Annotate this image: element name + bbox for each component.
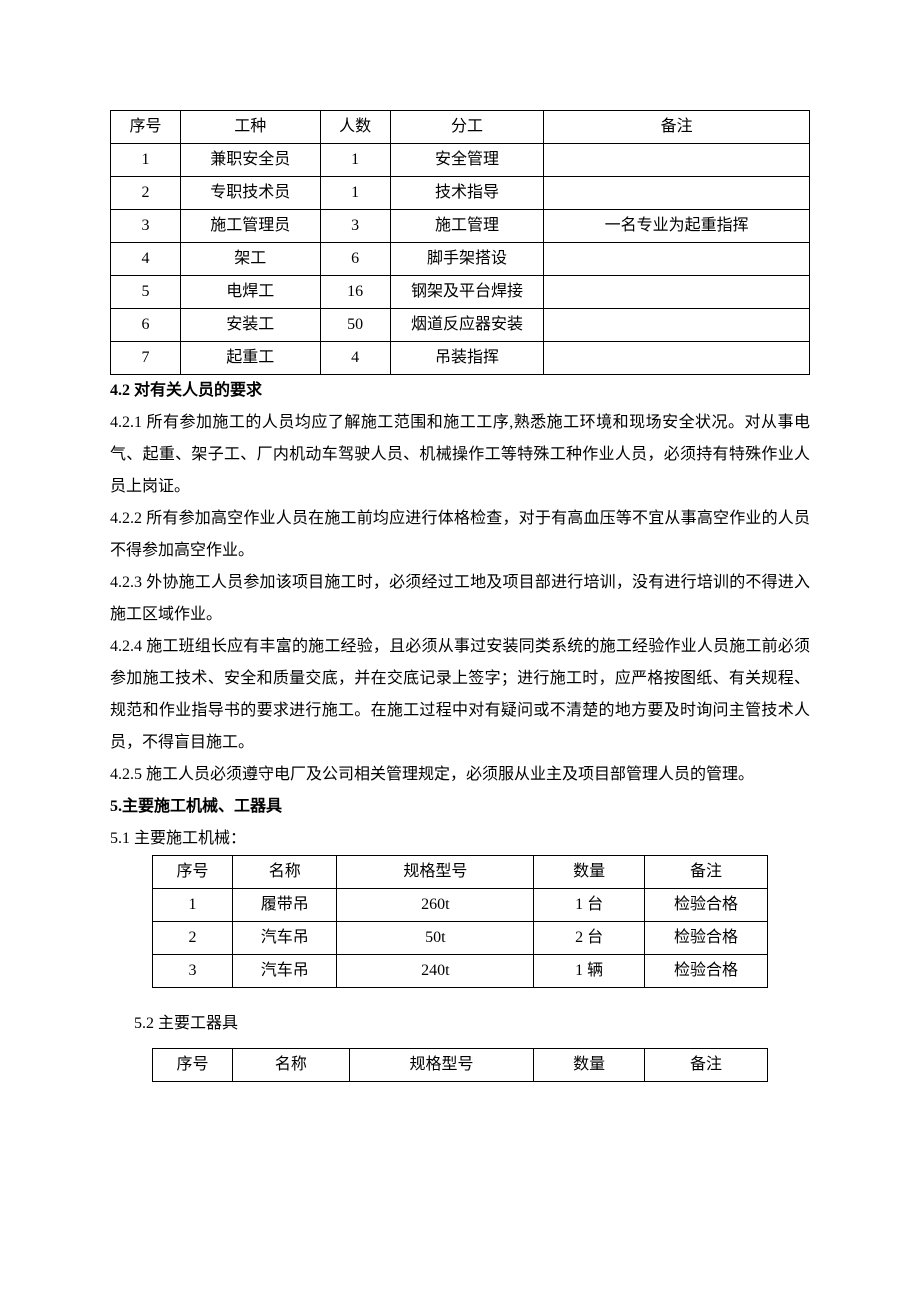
spacer: [110, 988, 810, 1008]
cell: 1: [153, 889, 233, 922]
col-header-qty: 数量: [534, 856, 645, 889]
table-row: 7 起重工 4 吊装指挥: [111, 342, 810, 375]
paragraph-4-2-2: 4.2.2 所有参加高空作业人员在施工前均应进行体格检查，对于有高血压等不宜从事…: [110, 503, 810, 567]
col-header-name: 名称: [232, 856, 337, 889]
cell: 4: [111, 243, 181, 276]
cell: 安装工: [180, 309, 320, 342]
cell: 检验合格: [644, 922, 767, 955]
cell: 钢架及平台焊接: [390, 276, 544, 309]
cell: [544, 144, 810, 177]
table-row: 序号 名称 规格型号 数量 备注: [153, 1049, 768, 1082]
machinery-table: 序号 名称 规格型号 数量 备注 1 履带吊 260t 1 台 检验合格 2 汽…: [152, 855, 768, 988]
cell: 1: [111, 144, 181, 177]
cell: 烟道反应器安装: [390, 309, 544, 342]
subheading-5-1: 5.1 主要施工机械：: [110, 823, 810, 855]
cell: [544, 276, 810, 309]
col-header-qty: 数量: [534, 1049, 645, 1082]
heading-4-2: 4.2 对有关人员的要求: [110, 375, 810, 407]
cell: [544, 309, 810, 342]
cell: 5: [111, 276, 181, 309]
paragraph-4-2-5: 4.2.5 施工人员必须遵守电厂及公司相关管理规定，必须服从业主及项目部管理人员…: [110, 759, 810, 791]
table-row: 5 电焊工 16 钢架及平台焊接: [111, 276, 810, 309]
cell: 2 台: [534, 922, 645, 955]
table-row: 4 架工 6 脚手架搭设: [111, 243, 810, 276]
cell: 履带吊: [232, 889, 337, 922]
cell: 50: [320, 309, 390, 342]
table-row: 6 安装工 50 烟道反应器安装: [111, 309, 810, 342]
col-header-duty: 分工: [390, 111, 544, 144]
cell: 7: [111, 342, 181, 375]
table-row: 序号 工种 人数 分工 备注: [111, 111, 810, 144]
table-row: 1 兼职安全员 1 安全管理: [111, 144, 810, 177]
heading-5: 5.主要施工机械、工器具: [110, 791, 810, 823]
col-header-no: 序号: [153, 1049, 233, 1082]
cell: 吊装指挥: [390, 342, 544, 375]
cell: 技术指导: [390, 177, 544, 210]
cell: 3: [153, 955, 233, 988]
col-header-remark: 备注: [644, 856, 767, 889]
table-row: 2 专职技术员 1 技术指导: [111, 177, 810, 210]
cell: 汽车吊: [232, 922, 337, 955]
cell: 16: [320, 276, 390, 309]
table-row: 2 汽车吊 50t 2 台 检验合格: [153, 922, 768, 955]
subheading-5-2: 5.2 主要工器具: [110, 1008, 810, 1040]
cell: 检验合格: [644, 955, 767, 988]
cell: 起重工: [180, 342, 320, 375]
cell: 脚手架搭设: [390, 243, 544, 276]
cell: 一名专业为起重指挥: [544, 210, 810, 243]
tools-table: 序号 名称 规格型号 数量 备注: [152, 1048, 768, 1082]
cell: 安全管理: [390, 144, 544, 177]
cell: 汽车吊: [232, 955, 337, 988]
cell: 电焊工: [180, 276, 320, 309]
cell: 240t: [337, 955, 534, 988]
paragraph-4-2-1: 4.2.1 所有参加施工的人员均应了解施工范围和施工工序,熟悉施工环境和现场安全…: [110, 407, 810, 503]
cell: 1: [320, 177, 390, 210]
table-row: 3 施工管理员 3 施工管理 一名专业为起重指挥: [111, 210, 810, 243]
col-header-remark: 备注: [644, 1049, 767, 1082]
col-header-name: 名称: [232, 1049, 349, 1082]
cell: 6: [320, 243, 390, 276]
cell: [544, 342, 810, 375]
cell: 兼职安全员: [180, 144, 320, 177]
cell: 专职技术员: [180, 177, 320, 210]
cell: 3: [111, 210, 181, 243]
cell: 1 台: [534, 889, 645, 922]
paragraph-4-2-4: 4.2.4 施工班组长应有丰富的施工经验，且必须从事过安装同类系统的施工经验作业…: [110, 631, 810, 759]
cell: 6: [111, 309, 181, 342]
page: 序号 工种 人数 分工 备注 1 兼职安全员 1 安全管理 2 专职技术员 1 …: [0, 0, 920, 1302]
table-row: 1 履带吊 260t 1 台 检验合格: [153, 889, 768, 922]
col-header-count: 人数: [320, 111, 390, 144]
cell: 施工管理员: [180, 210, 320, 243]
cell: 1 辆: [534, 955, 645, 988]
cell: 1: [320, 144, 390, 177]
col-header-no: 序号: [111, 111, 181, 144]
cell: 4: [320, 342, 390, 375]
cell: 施工管理: [390, 210, 544, 243]
cell: 架工: [180, 243, 320, 276]
cell: 2: [111, 177, 181, 210]
col-header-job: 工种: [180, 111, 320, 144]
cell: 2: [153, 922, 233, 955]
spacer: [110, 1040, 810, 1048]
table-row: 3 汽车吊 240t 1 辆 检验合格: [153, 955, 768, 988]
col-header-spec: 规格型号: [349, 1049, 534, 1082]
col-header-remark: 备注: [544, 111, 810, 144]
cell: 50t: [337, 922, 534, 955]
cell: [544, 243, 810, 276]
paragraph-4-2-3: 4.2.3 外协施工人员参加该项目施工时，必须经过工地及项目部进行培训，没有进行…: [110, 567, 810, 631]
cell: 260t: [337, 889, 534, 922]
personnel-table: 序号 工种 人数 分工 备注 1 兼职安全员 1 安全管理 2 专职技术员 1 …: [110, 110, 810, 375]
table-row: 序号 名称 规格型号 数量 备注: [153, 856, 768, 889]
col-header-spec: 规格型号: [337, 856, 534, 889]
cell: 检验合格: [644, 889, 767, 922]
cell: [544, 177, 810, 210]
col-header-no: 序号: [153, 856, 233, 889]
cell: 3: [320, 210, 390, 243]
